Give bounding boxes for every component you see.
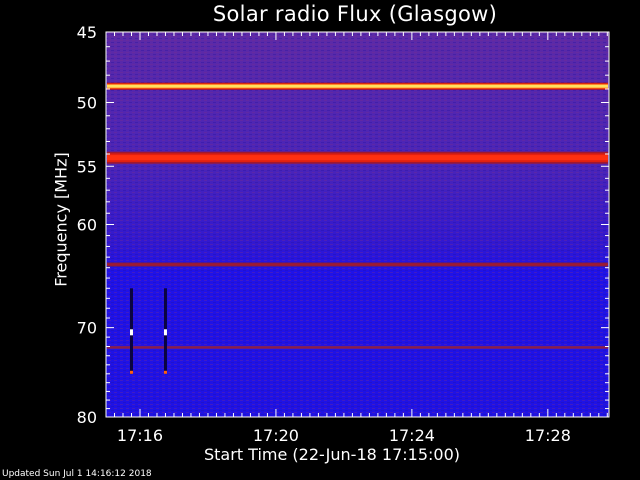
y-tick-label-0: 45 <box>77 23 97 42</box>
x-tick-label-0: 17:16 <box>117 426 163 445</box>
x-tick-label-1: 17:20 <box>253 426 299 445</box>
x-axis-ticks: 17:16 17:20 17:24 17:28 <box>105 32 608 445</box>
spike-0-tail <box>129 370 133 374</box>
chart-title: Solar radio Flux (Glasgow) <box>212 2 498 26</box>
y-tick-label-1: 50 <box>77 94 97 113</box>
update-timestamp: Updated Sun Jul 1 14:16:12 2018 <box>2 469 152 479</box>
y-axis-label: Frequency [MHz] <box>51 152 71 287</box>
band-0-layer-2 <box>107 84 608 88</box>
plot-noise-texture <box>106 32 609 417</box>
y-axis-ticks: 45 50 55 60 70 80 <box>77 23 609 427</box>
burst-spikes <box>129 288 167 374</box>
y-tick-label-3: 60 <box>77 216 97 235</box>
x-tick-label-3: 17:28 <box>525 426 571 445</box>
spike-0-peak <box>129 329 133 336</box>
x-axis-label: Start Time (22-Jun-18 17:15:00) <box>204 445 460 464</box>
y-tick-label-2: 55 <box>77 157 97 176</box>
band-3-layer-1 <box>107 346 608 349</box>
band-1-layer-2 <box>107 155 608 161</box>
y-tick-label-4: 70 <box>77 319 97 338</box>
spike-1-peak <box>163 329 167 336</box>
x-tick-label-2: 17:24 <box>389 426 435 445</box>
spike-1-tail <box>163 370 167 374</box>
emission-bands <box>107 82 608 349</box>
band-2-layer-1 <box>107 263 608 266</box>
y-tick-label-5: 80 <box>77 408 97 427</box>
